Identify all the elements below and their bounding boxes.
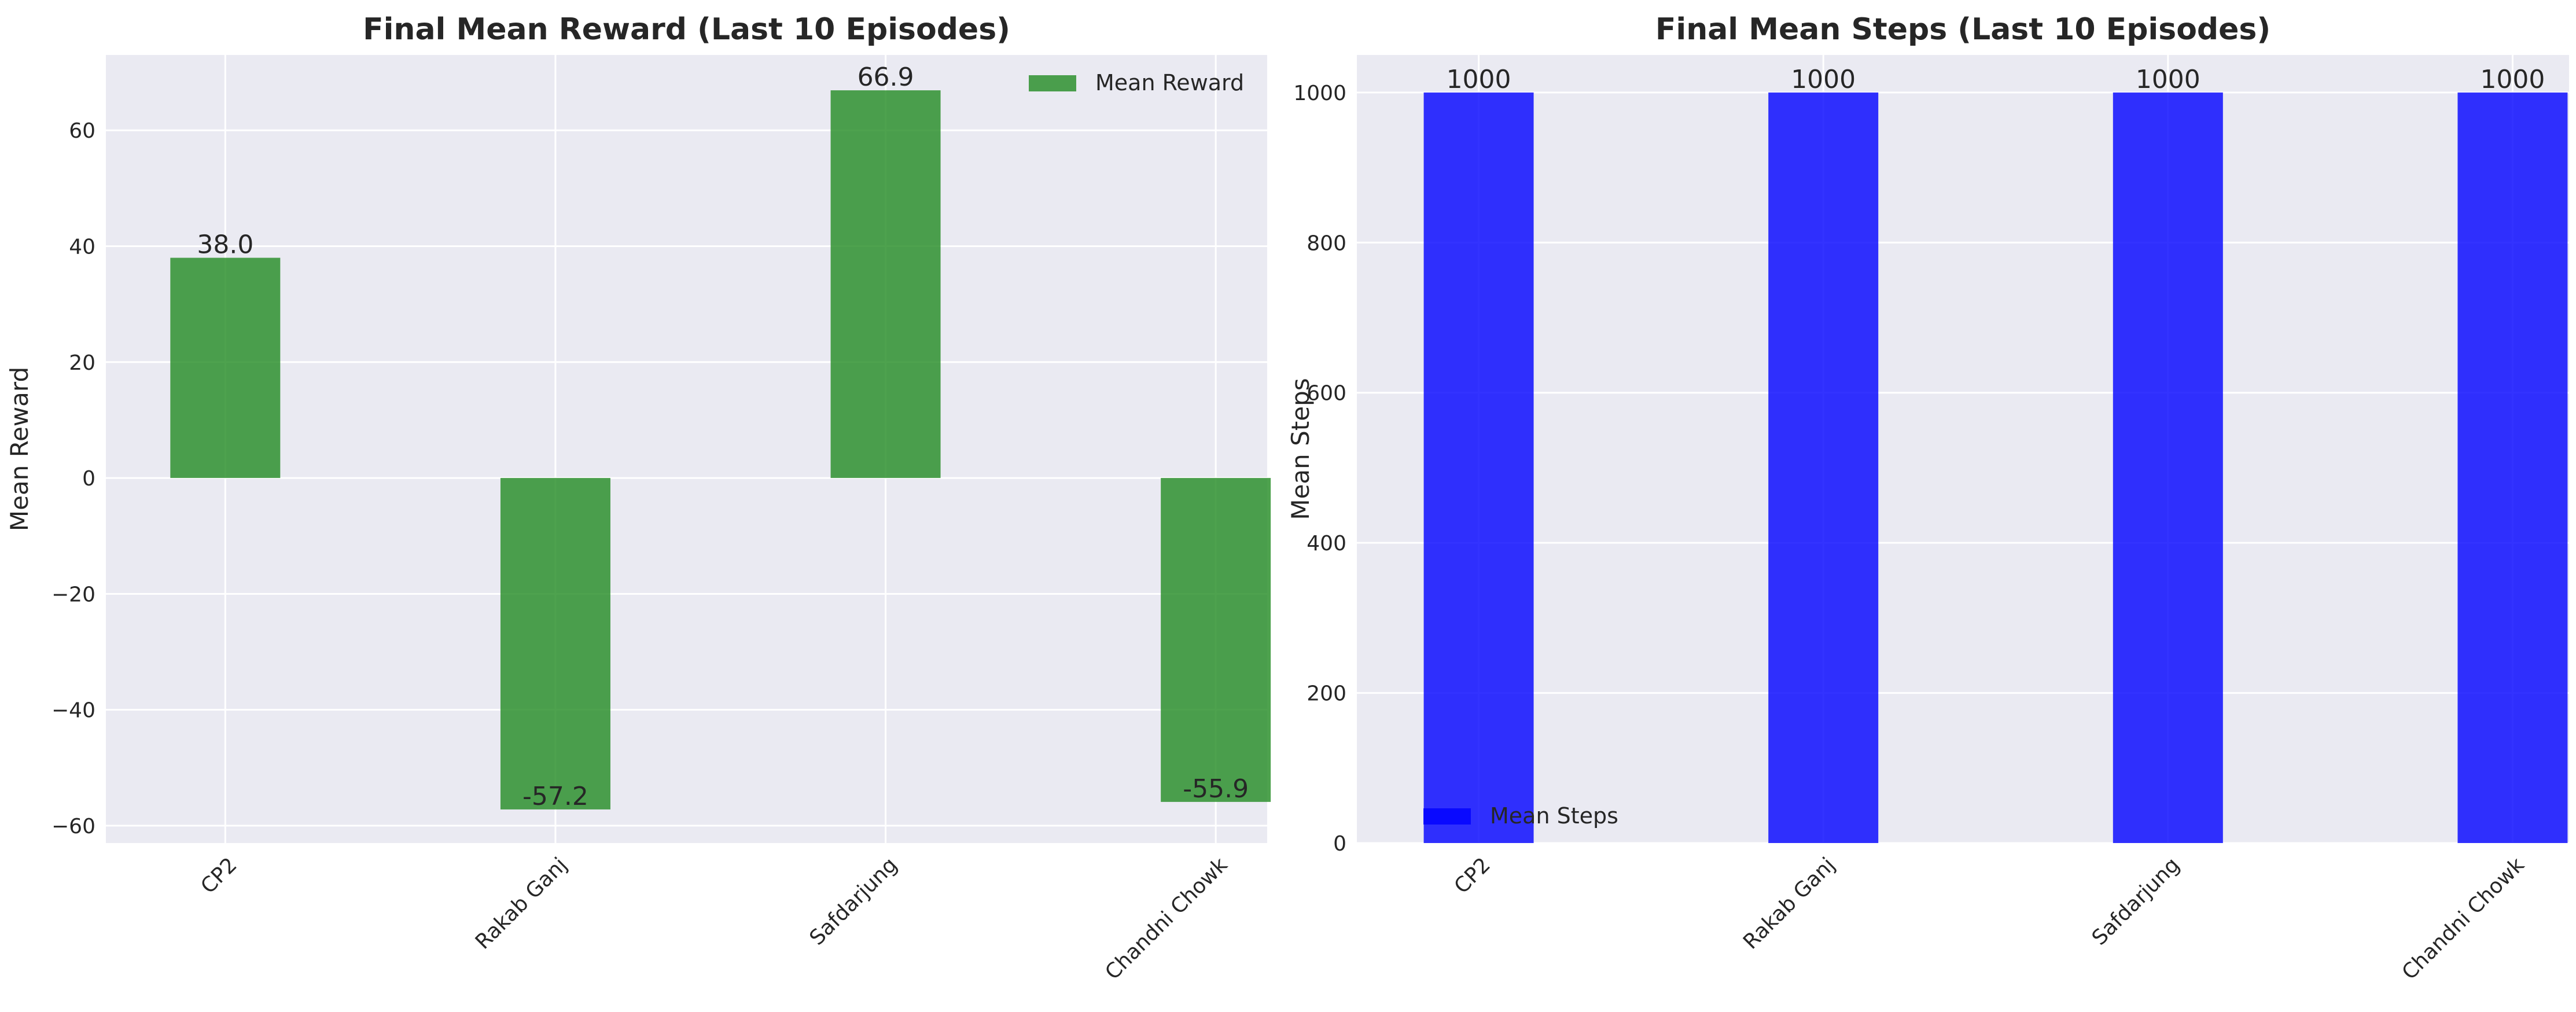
- y-tick-label: 400: [1307, 532, 1346, 555]
- x-tick-label: Chandni Chowk: [2398, 853, 2529, 984]
- y-tick-label: 60: [69, 119, 95, 143]
- y-axis-label: Mean Reward: [5, 367, 34, 531]
- legend-swatch: [1423, 808, 1471, 825]
- x-tick-label: Safdarjung: [2088, 853, 2184, 950]
- data-label: 1000: [2480, 65, 2545, 94]
- bar: [1768, 92, 1879, 843]
- bar: [2113, 92, 2223, 843]
- data-label: 1000: [2136, 65, 2200, 94]
- legend: Mean Steps: [1423, 803, 1618, 829]
- y-tick-label: 20: [69, 351, 95, 375]
- data-label: 38.0: [197, 230, 253, 260]
- y-tick-label: 0: [82, 467, 95, 491]
- x-tick-label: CP2: [1450, 853, 1495, 898]
- y-tick-label: 200: [1307, 682, 1346, 706]
- y-tick-label: 0: [1333, 832, 1346, 856]
- y-tick-label: 800: [1307, 231, 1346, 255]
- x-tick-label: Rakab Ganj: [471, 853, 572, 954]
- data-label: 1000: [1447, 65, 1511, 94]
- bar: [1423, 92, 1534, 843]
- bar: [1161, 478, 1271, 802]
- data-label: -55.9: [1183, 774, 1249, 804]
- x-tick-label: Safdarjung: [805, 853, 901, 950]
- y-axis-label: Mean Steps: [1286, 378, 1315, 520]
- plot-area: [1357, 55, 2569, 843]
- chart-title: Final Mean Steps (Last 10 Episodes): [1655, 12, 2270, 47]
- data-label: -57.2: [522, 782, 588, 811]
- y-tick-label: −40: [51, 699, 95, 723]
- chart-title: Final Mean Reward (Last 10 Episodes): [363, 12, 1010, 47]
- chart-panel-2: 1000 800 600 400 200 0 1000 1000 1000 1000 CP2 Raka…: [1286, 12, 2569, 985]
- y-tick-label: 1000: [1293, 82, 1346, 105]
- bar: [170, 257, 281, 479]
- x-tick-label: CP2: [196, 853, 241, 898]
- x-tick-label: Chandni Chowk: [1101, 853, 1232, 984]
- bar: [500, 478, 610, 809]
- legend: Mean Reward: [1029, 70, 1244, 95]
- plot-area: [106, 55, 1267, 843]
- y-tick-label: 40: [69, 235, 95, 259]
- chart-panel-1: 60 40 20 0 −20 −40 −60 38.0 -57.2 66.9 -55.9 CP2 Rak…: [5, 12, 1271, 985]
- data-label: 66.9: [858, 62, 914, 92]
- bar: [830, 90, 941, 479]
- legend-label: Mean Steps: [1490, 803, 1618, 829]
- y-tick-label: −60: [51, 815, 95, 838]
- y-tick-label: −20: [51, 583, 95, 606]
- x-tick-label: Rakab Ganj: [1739, 853, 1839, 954]
- data-label: 1000: [1791, 65, 1856, 94]
- bar: [2457, 92, 2568, 843]
- legend-swatch: [1029, 75, 1076, 91]
- legend-label: Mean Reward: [1095, 70, 1244, 95]
- y-tick-label: 600: [1307, 382, 1346, 406]
